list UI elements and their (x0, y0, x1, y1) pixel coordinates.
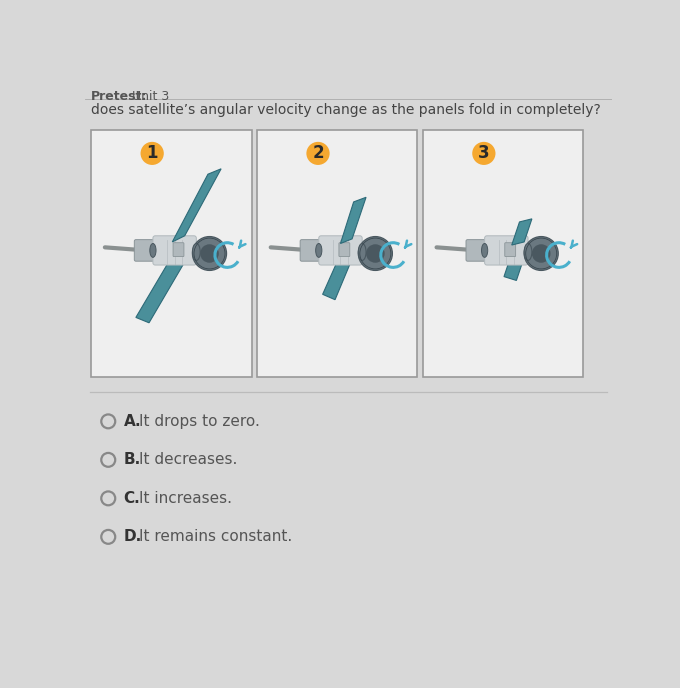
Polygon shape (341, 197, 366, 244)
Text: does satellite’s angular velocity change as the panels fold in completely?: does satellite’s angular velocity change… (91, 103, 601, 116)
Text: C.: C. (124, 491, 141, 506)
Text: 2: 2 (312, 144, 324, 162)
Polygon shape (172, 169, 221, 242)
Ellipse shape (481, 244, 488, 257)
Text: It increases.: It increases. (139, 491, 233, 506)
Circle shape (307, 142, 330, 165)
Text: 3: 3 (478, 144, 490, 162)
Text: D.: D. (124, 529, 142, 544)
Bar (423, 130, 583, 377)
Circle shape (192, 237, 226, 270)
FancyBboxPatch shape (173, 243, 184, 257)
FancyBboxPatch shape (319, 236, 362, 265)
Text: 1: 1 (146, 144, 158, 162)
Text: Pretest:: Pretest: (91, 90, 148, 103)
Text: It remains constant.: It remains constant. (139, 529, 292, 544)
Circle shape (472, 142, 496, 165)
FancyBboxPatch shape (339, 243, 350, 257)
Bar (257, 130, 418, 377)
Text: It decreases.: It decreases. (139, 453, 237, 467)
FancyBboxPatch shape (135, 239, 154, 261)
Ellipse shape (524, 244, 532, 261)
Circle shape (366, 244, 385, 263)
Ellipse shape (358, 244, 366, 261)
Circle shape (141, 142, 164, 165)
FancyBboxPatch shape (505, 243, 515, 257)
Polygon shape (136, 256, 185, 323)
Text: Unit 3: Unit 3 (129, 90, 169, 103)
Circle shape (532, 244, 551, 263)
Ellipse shape (150, 244, 156, 257)
FancyBboxPatch shape (300, 239, 320, 261)
Text: B.: B. (124, 453, 141, 467)
Polygon shape (504, 253, 524, 281)
FancyBboxPatch shape (466, 239, 486, 261)
Circle shape (358, 237, 392, 270)
Polygon shape (322, 255, 352, 300)
Polygon shape (512, 219, 532, 245)
Ellipse shape (316, 244, 322, 257)
Text: A.: A. (124, 414, 141, 429)
Circle shape (524, 237, 558, 270)
Ellipse shape (192, 244, 200, 261)
FancyBboxPatch shape (485, 236, 528, 265)
Bar (91, 130, 252, 377)
Text: It drops to zero.: It drops to zero. (139, 414, 260, 429)
Circle shape (200, 244, 219, 263)
FancyBboxPatch shape (153, 236, 197, 265)
